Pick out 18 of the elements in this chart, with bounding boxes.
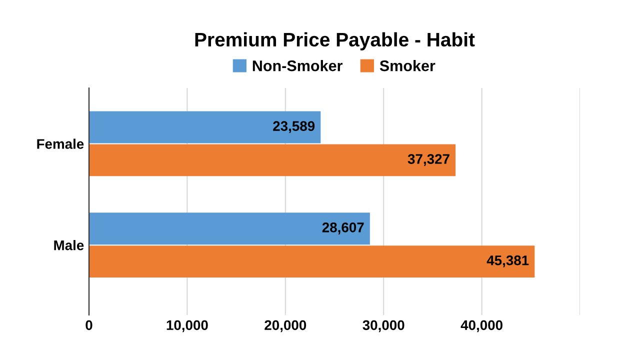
y-tick-label: Female <box>37 138 84 149</box>
bar <box>89 212 370 245</box>
x-tick-label: 0 <box>86 320 92 330</box>
y-tick-label: Male <box>54 240 84 250</box>
data-label: 23,589 <box>273 121 315 134</box>
data-label: 28,607 <box>322 222 364 234</box>
data-label: 37,327 <box>408 154 450 166</box>
data-label: 45,381 <box>486 255 529 268</box>
x-tick-label: 20,000 <box>264 320 306 332</box>
bar <box>89 246 535 278</box>
bar <box>89 111 321 144</box>
legend-label: Smoker <box>380 60 436 72</box>
x-tick-label: 10,000 <box>166 320 208 332</box>
legend-label: Non-Smoker <box>252 60 342 72</box>
x-tick-label: 40,000 <box>460 320 502 332</box>
x-tick-label: 30,000 <box>362 320 404 332</box>
chart-title: Premium Price Payable - Habit <box>195 32 475 50</box>
bar <box>89 144 456 176</box>
